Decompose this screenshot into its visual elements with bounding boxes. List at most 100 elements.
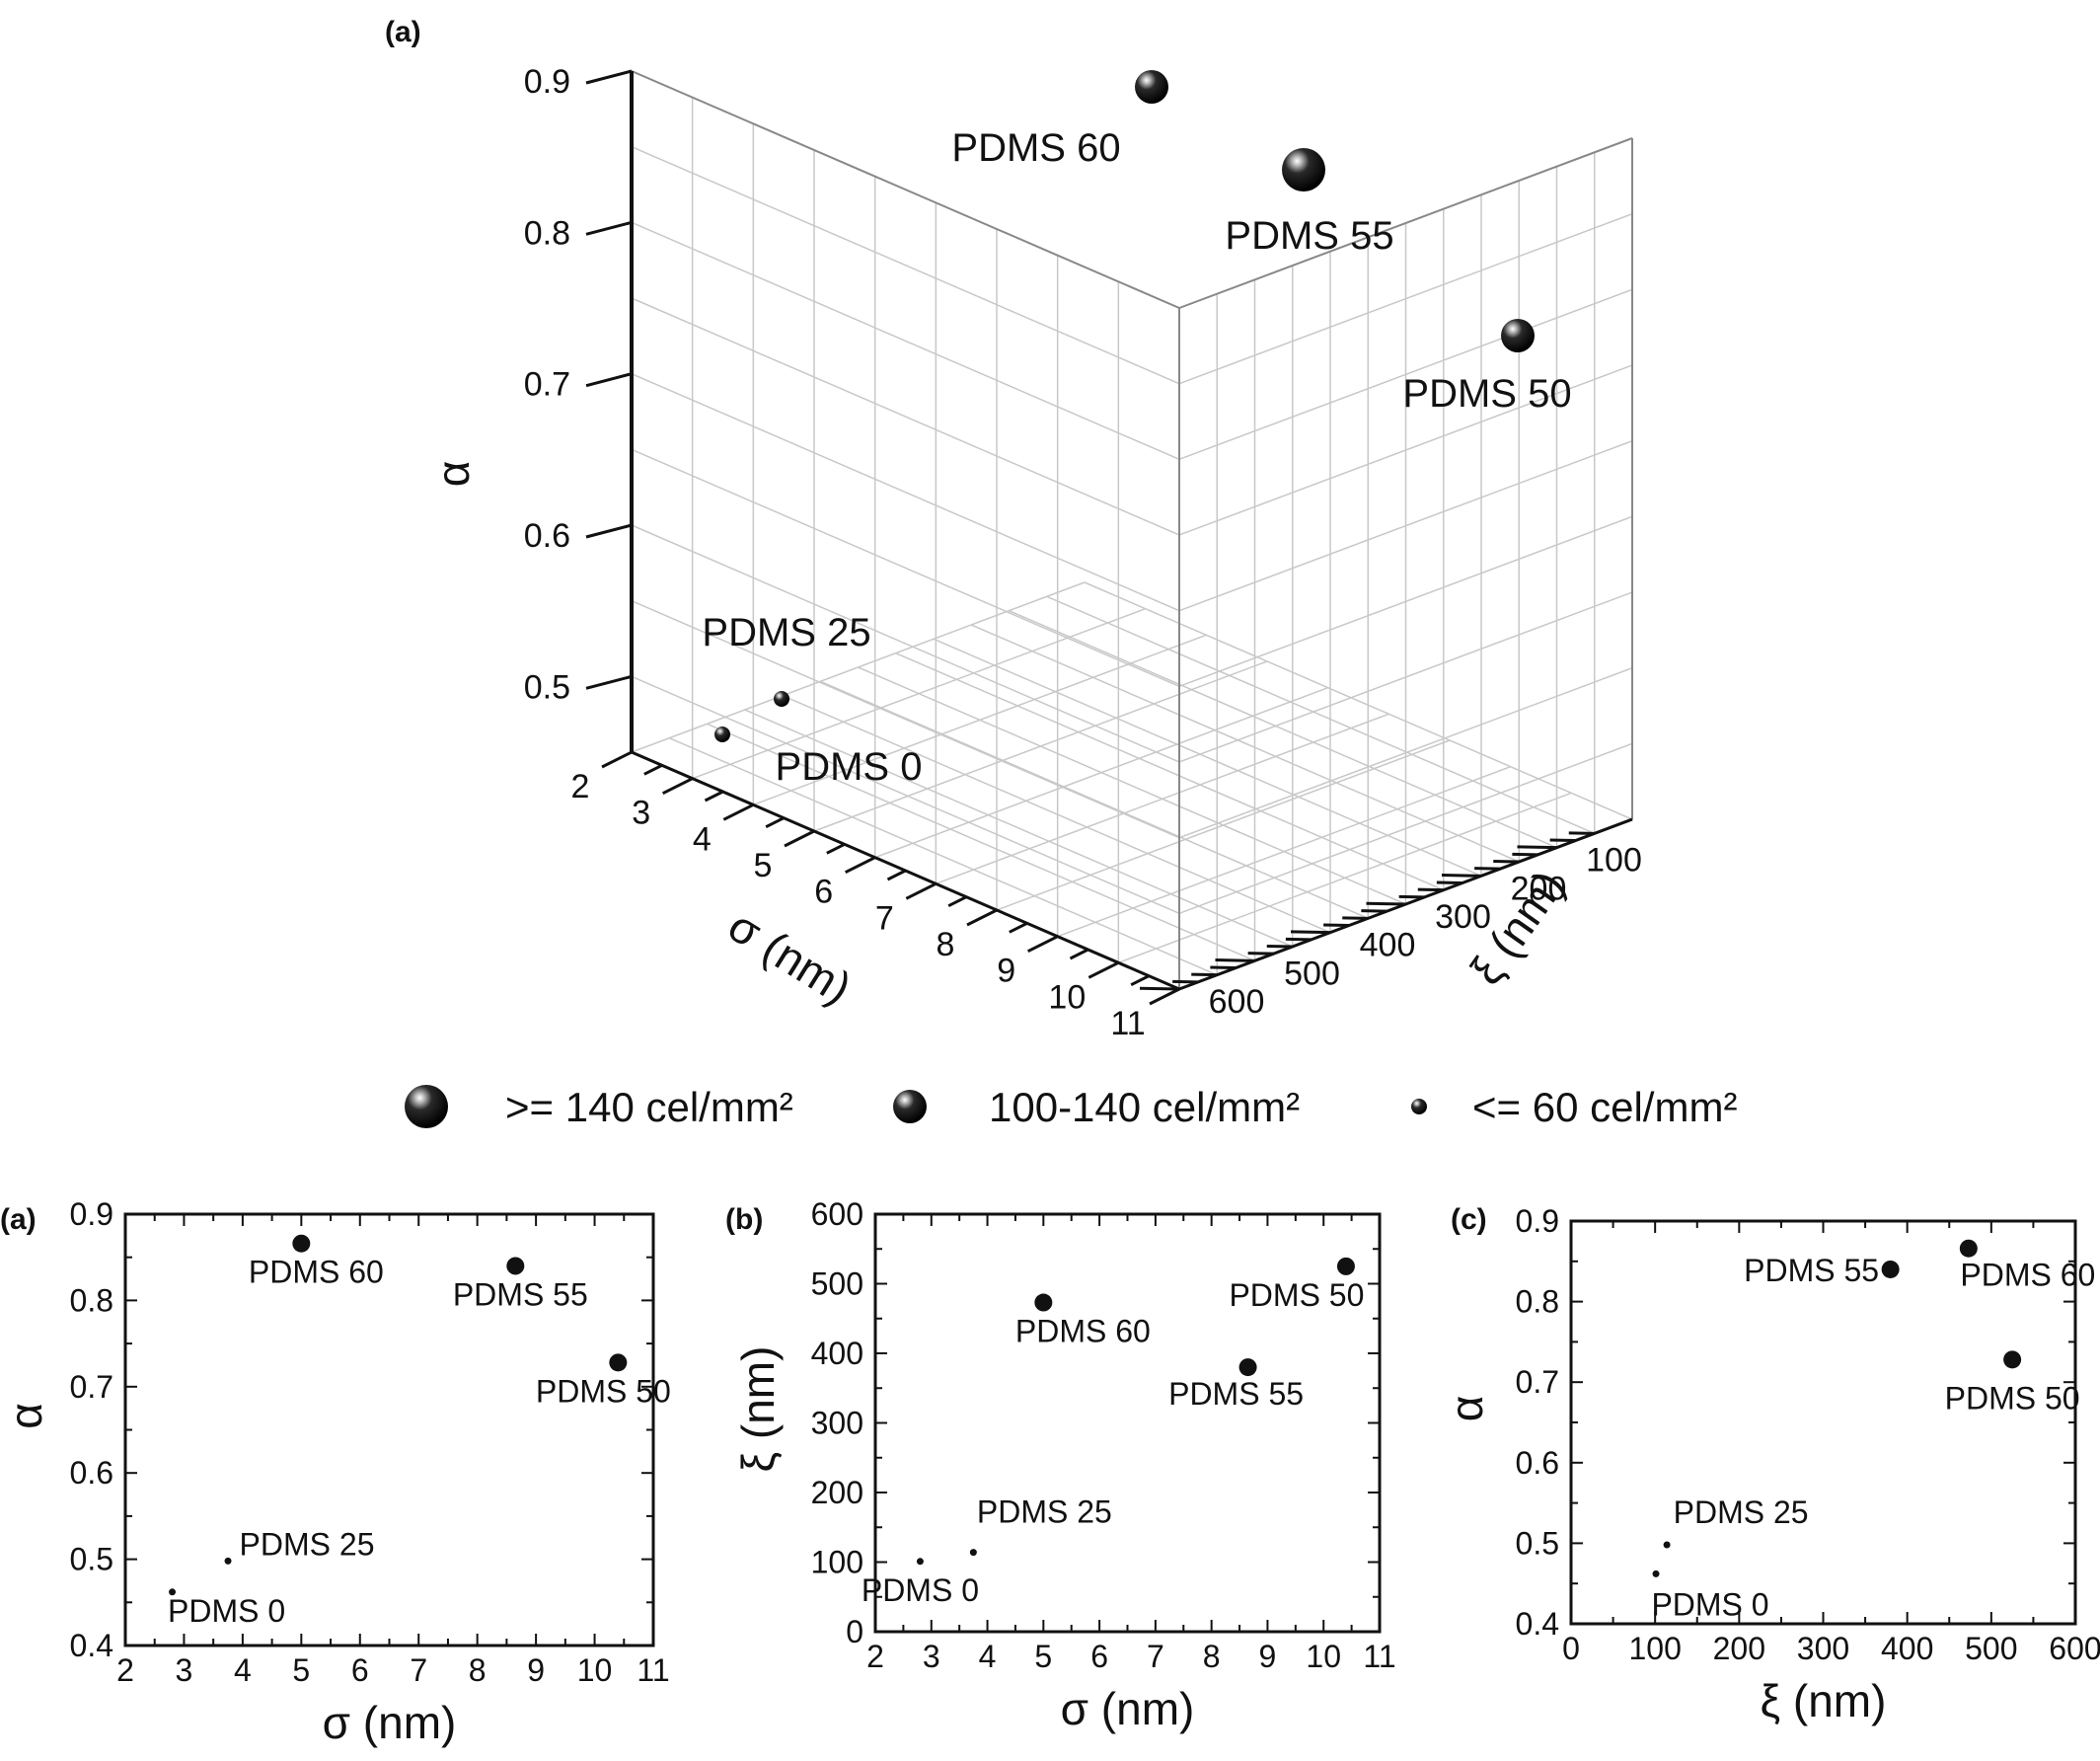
y-tick-label: 300	[811, 1406, 863, 1441]
data-point	[1652, 1570, 1660, 1577]
sigma-tick-label: 7	[875, 899, 894, 937]
y-tick-label: 0.7	[70, 1369, 113, 1405]
alpha-tick	[585, 220, 633, 236]
x-tick-label: 10	[1306, 1639, 1341, 1674]
data-point-3d	[1135, 70, 1168, 104]
sigma-tick	[905, 881, 938, 900]
data-point-3d	[714, 727, 730, 742]
xi-tick-label: 100	[1586, 842, 1642, 880]
point-label: PDMS 50	[536, 1373, 671, 1409]
x-tick-label: 7	[410, 1652, 427, 1688]
data-point	[1238, 1358, 1257, 1377]
y-tick-label: 0.4	[1516, 1606, 1559, 1642]
data-point	[224, 1557, 232, 1565]
point-label: PDMS 55	[1744, 1253, 1879, 1288]
3d-scatter-chart: 0.5 0.6 0.7 0.8 0.9 2 3 4 5 6 7 8 9 10 11 100 200 300 400 5…	[385, 16, 1642, 1042]
sigma-tick	[1130, 974, 1150, 987]
xi-tick-label: 500	[1284, 955, 1340, 992]
gridline	[1009, 609, 1557, 849]
point-label: PDMS 50	[1229, 1277, 1364, 1313]
chart-b-xi-vs-sigma: 2 3 4 5 6 7 8 9 10 11 0 100 200 300 400 500 600 σ (nm) ξ (…	[725, 1196, 1396, 1734]
box-edge	[631, 70, 1180, 309]
alpha-axis-title: α	[427, 461, 479, 488]
point-label: PDMS 25	[977, 1494, 1112, 1530]
y-tick-label: 0.5	[70, 1542, 113, 1577]
sigma-tick-label: 4	[693, 820, 712, 858]
xi-tick	[1417, 887, 1444, 892]
point-label: PDMS 60	[1960, 1258, 2095, 1293]
gridline	[819, 680, 1369, 920]
x-tick-label: 3	[923, 1639, 940, 1674]
point-label-3d: PDMS 55	[1225, 214, 1393, 258]
sigma-axis-title: σ (nm)	[719, 899, 861, 1014]
xi-tick	[1549, 838, 1576, 842]
x-tick-label: 6	[351, 1652, 369, 1688]
x-tick-label: 5	[292, 1652, 310, 1688]
x-tick-label: 5	[1034, 1639, 1052, 1674]
point-label: PDMS 50	[1945, 1380, 2080, 1416]
gridline	[631, 297, 1633, 536]
x-tick-label: 3	[176, 1652, 193, 1688]
xi-tick	[1285, 937, 1312, 942]
xi-tick	[1210, 965, 1237, 969]
gridline	[631, 70, 1633, 309]
panel-tag: (c)	[1451, 1203, 1487, 1236]
size-legend: >= 140 cel/mm² 100-140 cel/mm² <= 60 cel/m…	[405, 1084, 1737, 1130]
x-tick-label: 600	[2049, 1631, 2100, 1666]
data-point-3d	[774, 691, 789, 707]
y-tick-label: 500	[811, 1266, 863, 1302]
sigma-tick	[966, 908, 998, 927]
data-point-3d	[1282, 148, 1325, 191]
point-label: PDMS 55	[1168, 1376, 1304, 1412]
legend-label: >= 140 cel/mm²	[505, 1084, 793, 1130]
x-tick-label: 200	[1713, 1631, 1765, 1666]
y-tick-label: 0.9	[70, 1196, 113, 1232]
gridline	[933, 638, 1482, 878]
y-tick-label: 400	[811, 1336, 863, 1371]
xi-tick-label: 200	[1511, 870, 1567, 907]
xi-tick	[1474, 867, 1501, 871]
data-point	[169, 1588, 177, 1596]
data-point	[1336, 1257, 1355, 1275]
xi-tick	[1441, 874, 1482, 878]
x-tick-label: 9	[1259, 1639, 1277, 1674]
x-tick-label: 9	[527, 1652, 545, 1688]
legend-label: 100-140 cel/mm²	[989, 1084, 1300, 1130]
x-tick-label: 300	[1797, 1631, 1849, 1666]
x-tick-label: 0	[1562, 1631, 1580, 1666]
sigma-tick	[601, 750, 633, 769]
sigma-tick	[886, 869, 907, 881]
gridline	[744, 709, 1294, 948]
sigma-tick-label: 8	[937, 926, 955, 963]
x-axis-title: ξ (nm)	[1761, 1675, 1887, 1726]
x-tick-label: 7	[1147, 1639, 1164, 1674]
data-point	[969, 1549, 977, 1557]
xi-tick	[1361, 909, 1388, 913]
gridline	[631, 221, 1633, 461]
sigma-tick	[643, 763, 663, 776]
x-tick-label: 2	[866, 1639, 884, 1674]
xi-tick	[1493, 859, 1520, 864]
gridline	[707, 723, 1255, 962]
y-axis-title: ξ (nm)	[732, 1346, 784, 1473]
x-tick-label: 100	[1628, 1631, 1681, 1666]
gridline	[970, 624, 1520, 863]
box-edge	[1178, 137, 1633, 309]
x-tick-label: 4	[234, 1652, 252, 1688]
point-label: PDMS 60	[249, 1255, 384, 1290]
sigma-tick	[765, 816, 785, 829]
panel-tag: (a)	[0, 1203, 37, 1236]
x-tick-label: 2	[116, 1652, 134, 1688]
x-tick-label: 11	[1363, 1639, 1395, 1674]
xi-tick	[1366, 901, 1406, 906]
xi-tick	[1436, 880, 1462, 884]
sigma-tick-label: 2	[571, 768, 590, 805]
sigma-tick	[826, 842, 846, 855]
y-axis-title: α	[0, 1403, 51, 1429]
panel-tag: (b)	[725, 1203, 763, 1236]
x-tick-label: 400	[1881, 1631, 1933, 1666]
xi-tick	[1191, 972, 1218, 977]
point-label: PDMS 60	[1015, 1314, 1151, 1349]
sigma-tick	[947, 895, 967, 908]
